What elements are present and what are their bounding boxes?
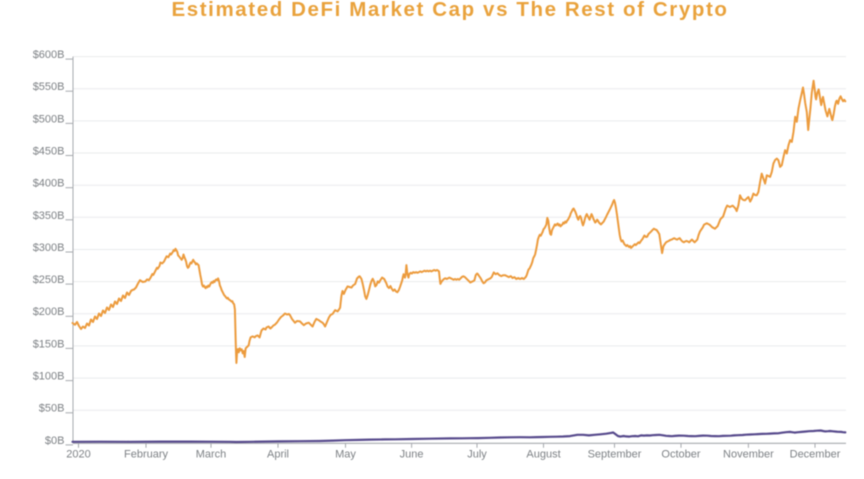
svg-text:$100B: $100B [33, 371, 65, 383]
svg-text:$150B: $150B [33, 338, 65, 350]
svg-text:$50B: $50B [39, 403, 65, 415]
svg-text:$350B: $350B [33, 210, 65, 222]
svg-text:$450B: $450B [33, 145, 65, 157]
svg-text:$0B: $0B [45, 435, 65, 447]
svg-text:July: July [467, 449, 487, 461]
svg-text:October: October [661, 449, 700, 461]
svg-text:November: November [723, 449, 774, 461]
svg-text:June: June [400, 449, 424, 461]
svg-text:May: May [335, 449, 356, 461]
svg-text:$200B: $200B [33, 306, 65, 318]
svg-text:December: December [790, 449, 841, 461]
svg-text:$300B: $300B [33, 242, 65, 254]
svg-text:March: March [196, 449, 227, 461]
svg-text:August: August [526, 449, 560, 461]
svg-text:2020: 2020 [66, 449, 90, 461]
svg-text:September: September [588, 449, 642, 461]
svg-text:$500B: $500B [33, 113, 65, 125]
svg-text:$550B: $550B [33, 81, 65, 93]
svg-text:$600B: $600B [33, 49, 65, 61]
svg-text:April: April [267, 449, 289, 461]
svg-text:$250B: $250B [33, 274, 65, 286]
svg-text:February: February [124, 449, 169, 461]
svg-text:$400B: $400B [33, 178, 65, 190]
